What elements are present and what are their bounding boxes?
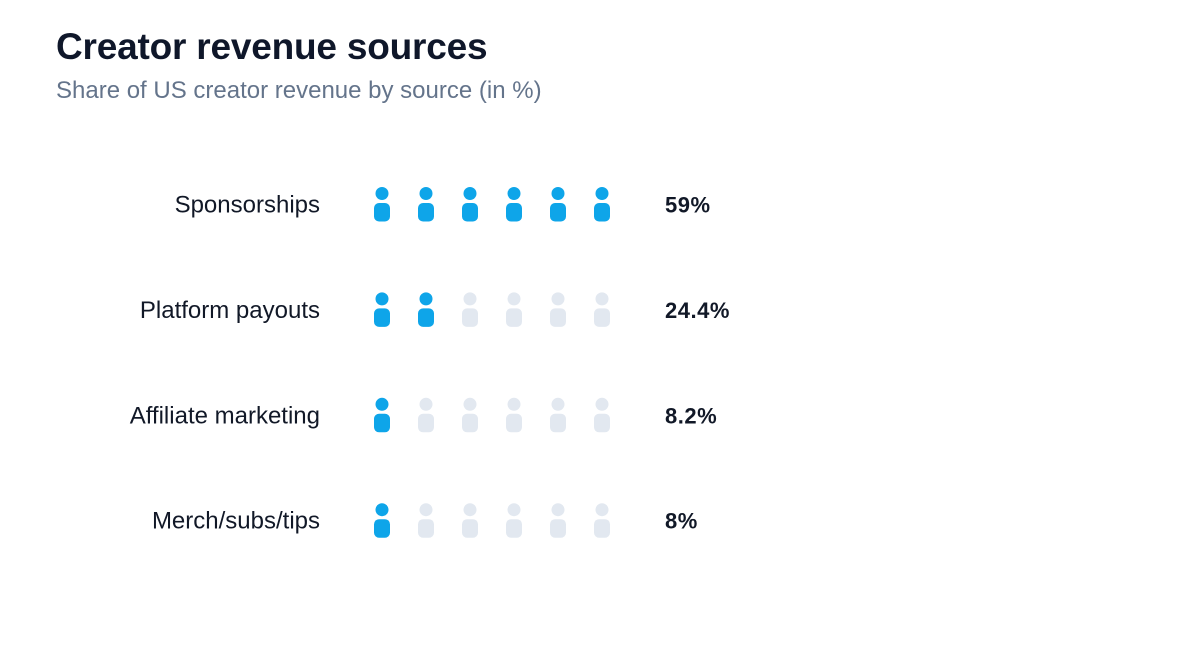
value-label: 8% bbox=[665, 509, 698, 534]
person-icon-empty bbox=[506, 292, 522, 327]
person-icon-empty bbox=[550, 292, 566, 327]
chart-row: Sponsorships 59% bbox=[175, 187, 711, 222]
person-icon-filled bbox=[506, 187, 522, 222]
chart-subtitle: Share of US creator revenue by source (i… bbox=[56, 77, 542, 104]
chart-row: Merch/subs/tips 8% bbox=[152, 503, 698, 538]
person-icon-empty bbox=[506, 397, 522, 433]
person-icon-empty bbox=[462, 503, 478, 538]
value-label: 8.2% bbox=[665, 403, 717, 428]
person-icon-filled bbox=[374, 187, 390, 222]
person-icon-filled bbox=[550, 187, 566, 222]
person-icon-filled bbox=[418, 292, 434, 327]
person-icon-filled bbox=[594, 187, 610, 222]
person-icon-empty bbox=[594, 292, 610, 327]
value-label: 59% bbox=[665, 193, 711, 218]
value-label: 24.4% bbox=[665, 298, 730, 323]
person-icon-filled bbox=[374, 503, 390, 538]
person-icon-filled bbox=[374, 292, 390, 327]
chart-title: Creator revenue sources bbox=[56, 26, 488, 67]
person-icon-empty bbox=[462, 397, 478, 433]
person-icon-empty bbox=[462, 292, 478, 327]
category-label: Platform payouts bbox=[140, 297, 320, 324]
person-icon-empty bbox=[418, 397, 434, 433]
person-icon-empty bbox=[418, 503, 434, 538]
person-icon-empty bbox=[550, 503, 566, 538]
person-icon-filled bbox=[418, 187, 434, 222]
person-icon-filled bbox=[374, 397, 390, 433]
person-icon-empty bbox=[550, 397, 566, 433]
person-icon-empty bbox=[506, 503, 522, 538]
category-label: Affiliate marketing bbox=[130, 402, 320, 429]
category-label: Sponsorships bbox=[175, 192, 320, 219]
chart-row: Affiliate marketing 8.2% bbox=[130, 397, 717, 433]
person-icon-empty bbox=[594, 503, 610, 538]
chart-row: Platform payouts 24.4% bbox=[140, 292, 730, 327]
category-label: Merch/subs/tips bbox=[152, 508, 320, 535]
person-icon-filled bbox=[462, 187, 478, 222]
person-icon-empty bbox=[594, 397, 610, 433]
